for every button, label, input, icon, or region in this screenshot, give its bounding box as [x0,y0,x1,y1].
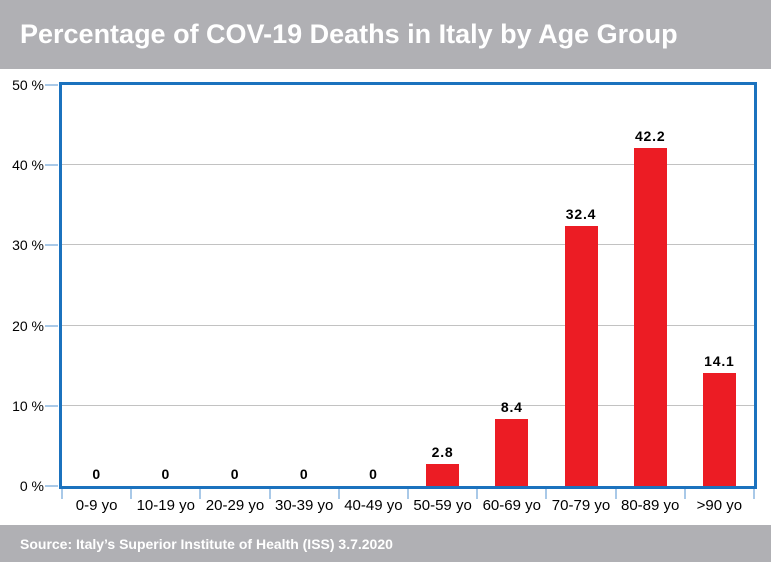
x-tick-10 [753,489,755,499]
bar-value-60-69 yo: 8.4 [500,398,523,415]
x-tick-3 [268,489,271,499]
y-tick-label-40: 40 % [12,157,44,174]
chart-title-bar: Percentage of COV-19 Deaths in Italy by … [0,0,771,69]
chart-area: 0 0 0 0 0 2.8 8.4 32.4 42.2 14.1 0 % 10 % 20 % 30 % 4… [0,69,771,525]
bar-value-30-39 yo: 0 [299,466,309,482]
bar-value-70-79 yo: 32.4 [565,206,597,223]
y-tick-label-20: 20 % [12,317,44,334]
x-tick-label-0-9 yo: 0-9 yo [75,497,118,514]
bar-value->90 yo: 14.1 [704,352,735,369]
bar-value-20-29 yo: 0 [230,466,240,482]
x-tick-label-40-49 yo: 40-49 yo [344,497,403,514]
y-tick-label-0: 0 % [19,478,44,494]
y-tick-0 [45,485,58,487]
x-tick-2 [199,489,202,499]
x-tick-label-30-39 yo: 30-39 yo [275,497,334,514]
y-tick-50 [45,84,58,86]
bar-value-80-89 yo: 42.2 [634,127,666,144]
y-tick-10 [45,404,58,407]
x-tick-label-70-79 yo: 70-79 yo [551,497,611,514]
gridline-10 [62,404,754,406]
y-tick-label-50: 50 % [12,77,44,93]
x-tick-1 [130,489,133,499]
gridline-30 [62,244,754,246]
y-tick-40 [45,164,58,167]
x-tick-label-20-29 yo: 20-29 yo [205,497,265,514]
y-tick-20 [45,324,58,327]
x-tick-label-60-69 yo: 60-69 yo [482,497,541,514]
x-tick-label-10-19 yo: 10-19 yo [136,497,195,514]
bar-60-69 yo [495,418,529,486]
plot-area: 0 0 0 0 0 2.8 8.4 32.4 42.2 14.1 [59,82,757,489]
y-tick-30 [45,244,58,247]
source-bar: Source: Italy’s Superior Institute of He… [0,525,771,562]
gridline-20 [62,324,754,326]
x-tick-4 [337,489,340,499]
x-tick-9 [683,489,686,499]
x-tick-5 [407,489,409,499]
x-tick-7 [545,489,548,499]
x-tick-8 [614,489,617,499]
chart-title: Percentage of COV-19 Deaths in Italy by … [20,19,678,49]
x-tick-label-50-59 yo: 50-59 yo [413,497,472,514]
x-tick-label->90 yo: >90 yo [696,497,743,514]
y-tick-label-10: 10 % [12,397,44,414]
bar-value-0-9 yo: 0 [92,466,101,482]
source-text: Source: Italy’s Superior Institute of He… [20,535,393,552]
bar-70-79 yo [564,226,598,486]
bar-value-50-59 yo: 2.8 [431,443,454,460]
bar-80-89 yo [633,147,667,486]
bar-value-40-49 yo: 0 [369,466,378,482]
y-tick-label-30: 30 % [12,237,44,254]
bar-50-59 yo [426,463,460,486]
bar-value-10-19 yo: 0 [161,466,171,482]
x-tick-6 [476,489,479,499]
bar->90 yo [702,372,736,486]
x-tick-0 [61,489,63,499]
x-tick-label-80-89 yo: 80-89 yo [621,497,680,514]
gridline-40 [62,164,754,166]
